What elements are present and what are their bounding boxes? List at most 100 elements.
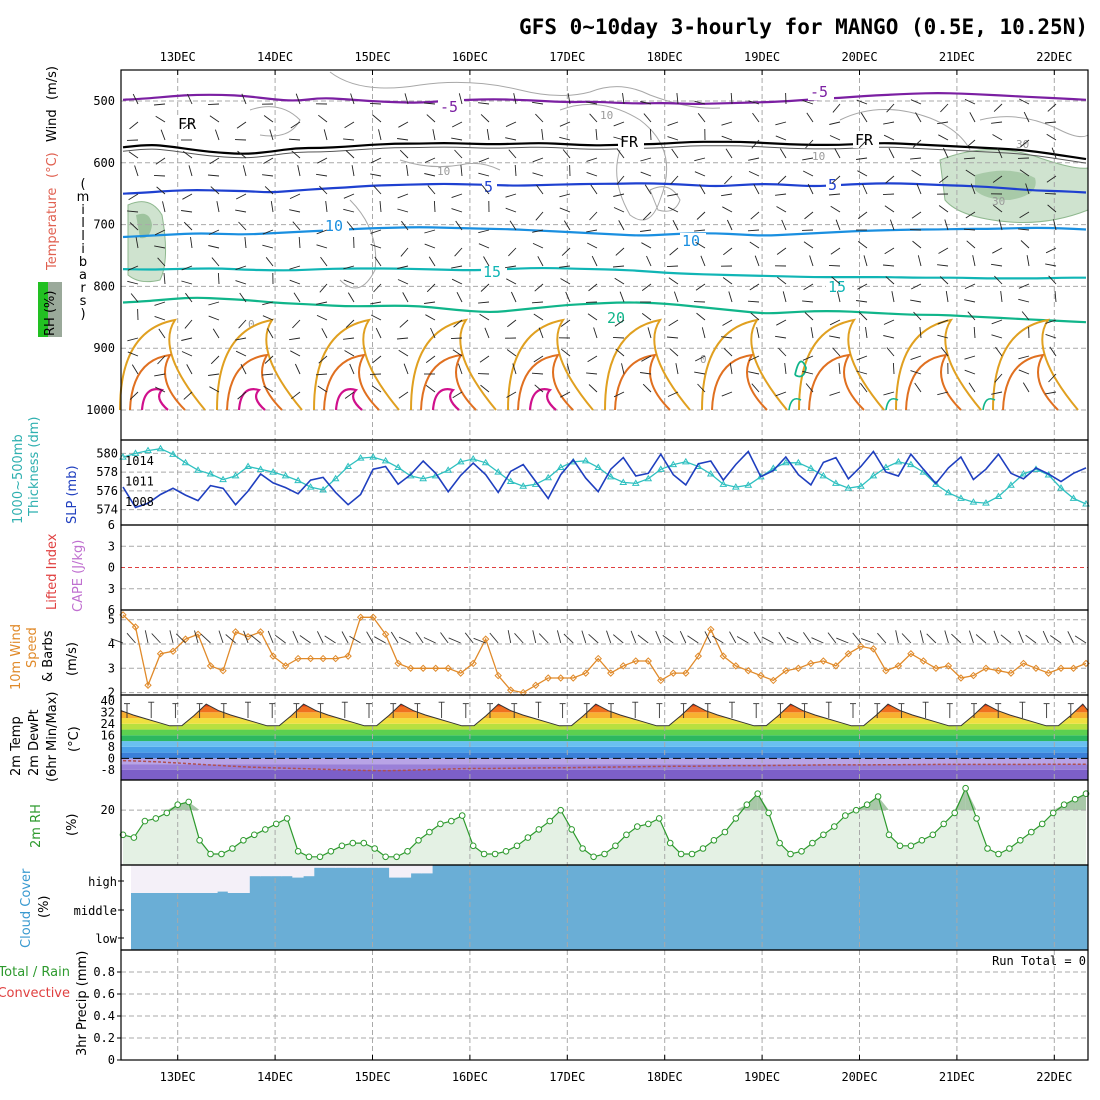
- upper-wind-barb: [424, 157, 436, 163]
- upper-wind-barb: [860, 382, 868, 393]
- upper-wind-barb: [400, 247, 409, 257]
- cloud-label-line1: Cloud Cover: [19, 868, 34, 948]
- thickness-marker: [181, 458, 190, 466]
- isotherm-label: 15: [483, 263, 501, 281]
- thickness-marker: [944, 488, 953, 496]
- upper-wind-barb: [994, 373, 1003, 383]
- rh2m-marker: [787, 850, 794, 858]
- wind-speed-line: [122, 614, 1087, 694]
- wind10m-label-line1: 10m Wind: [9, 624, 24, 690]
- upper-wind-barb: [458, 93, 463, 105]
- upper-wind-barb: [373, 185, 382, 195]
- slp-line: [122, 450, 1087, 509]
- rh2m-marker: [885, 831, 893, 839]
- upper-wind-barb: [372, 355, 382, 364]
- upper-wind-barb: [406, 165, 409, 177]
- thickness-marker: [244, 462, 252, 469]
- upper-wind-barb: [964, 283, 976, 290]
- upper-wind-barb: [1018, 98, 1030, 105]
- top-date-label: 21DEC: [939, 50, 975, 64]
- upper-wind-barb: [397, 208, 409, 213]
- upper-wind-barb: [667, 206, 679, 213]
- upper-wind-barb: [216, 201, 220, 213]
- isotherm-label-bg: [808, 84, 834, 100]
- upper-wind-barb: [129, 121, 139, 130]
- wind-speed-marker: [544, 674, 552, 682]
- temp2m-label-line3: (6hr Min/Max): [45, 692, 60, 782]
- upper-wind-barb: [590, 184, 598, 195]
- upper-wind-barb: [181, 210, 193, 213]
- temp-band: [121, 758, 1088, 765]
- thickness-marker: [394, 463, 403, 470]
- thickness-marker: [294, 476, 302, 484]
- surface-wind-barb: [563, 633, 574, 644]
- upper-wind-barb: [127, 351, 139, 357]
- wind-speed-marker: [469, 659, 477, 668]
- wind-speed-marker: [444, 664, 452, 672]
- upper-wind-barb: [270, 201, 274, 213]
- upper-wind-barb: [480, 283, 490, 292]
- thickness-marker: [1007, 481, 1015, 488]
- temp-tick-label: 16: [101, 728, 115, 742]
- upper-wind-barb: [425, 314, 436, 321]
- upper-wind-barb: [505, 193, 517, 198]
- upper-wind-barb: [618, 220, 625, 231]
- temp2m-label-group: 2m Temp 2m DewPt (6hr Min/Max) (°C): [9, 692, 82, 782]
- upper-wind-barb: [945, 291, 949, 303]
- wind-speed-marker: [632, 657, 640, 665]
- upper-wind-barb: [430, 327, 436, 339]
- precip-tick-label: 0.4: [93, 1009, 115, 1023]
- upper-wind-barb: [965, 169, 976, 177]
- upper-wind-barb: [506, 278, 517, 285]
- thickness-marker: [706, 470, 715, 477]
- wind-speed-marker: [206, 662, 215, 670]
- upper-wind-barb: [860, 112, 868, 123]
- surface-wind-barb: [679, 631, 687, 644]
- thickness-marker: [907, 460, 915, 468]
- upper-wind-barb: [184, 319, 193, 329]
- upper-wind-barb: [1018, 228, 1030, 231]
- upper-wind-barb: [320, 256, 328, 267]
- upper-wind-barb: [701, 327, 706, 339]
- surface-wind-barb: [630, 630, 637, 644]
- instability-tick-label: 6: [108, 603, 115, 617]
- surface-wind-barb: [1074, 635, 1087, 644]
- wind-speed-marker: [919, 657, 928, 665]
- upper-wind-barb: [640, 372, 652, 375]
- rh-gray-contour: [649, 186, 681, 212]
- upper-wind-barb: [938, 205, 949, 213]
- upper-wind-barb: [694, 157, 706, 162]
- millibars-label-char: l: [81, 216, 85, 231]
- upper-wind-barb: [560, 319, 571, 327]
- upper-wind-barb: [208, 229, 220, 235]
- surface-wind-barb: [374, 636, 386, 644]
- cloud-row-label: high: [88, 875, 117, 889]
- wind-speed-marker: [256, 628, 265, 636]
- rh2m-marker: [918, 837, 926, 844]
- thickness-marker: [844, 484, 853, 491]
- isotherm-FR: [122, 140, 1087, 161]
- upper-wind-barb: [776, 206, 787, 213]
- upper-wind-barb: [748, 100, 760, 105]
- upper-wind-barb: [512, 363, 517, 375]
- upper-wind-barb: [614, 319, 625, 327]
- millibars-label-char: m: [77, 190, 90, 205]
- surface-wind-barb: [993, 630, 999, 644]
- upper-wind-barb: [154, 386, 166, 393]
- rh2m-marker: [491, 850, 499, 858]
- upper-wind-barb: [398, 121, 409, 128]
- surface-wind-barb: [194, 630, 199, 644]
- isotherm-20: [122, 296, 1087, 324]
- upper-wind-barb: [182, 151, 193, 159]
- wind-speed-marker: [907, 650, 915, 658]
- warm-contour-30: [701, 318, 788, 411]
- wind-speed-marker: [181, 635, 190, 643]
- upper-wind-barb: [451, 137, 463, 141]
- warm-contour-35: [614, 353, 671, 411]
- upper-wind-barb: [776, 247, 787, 255]
- upper-wind-barb: [910, 157, 922, 160]
- upper-wind-barb: [565, 291, 571, 303]
- upper-wind-barb: [891, 291, 895, 303]
- thickness-marker: [344, 462, 353, 469]
- upper-wind-barb: [378, 129, 382, 141]
